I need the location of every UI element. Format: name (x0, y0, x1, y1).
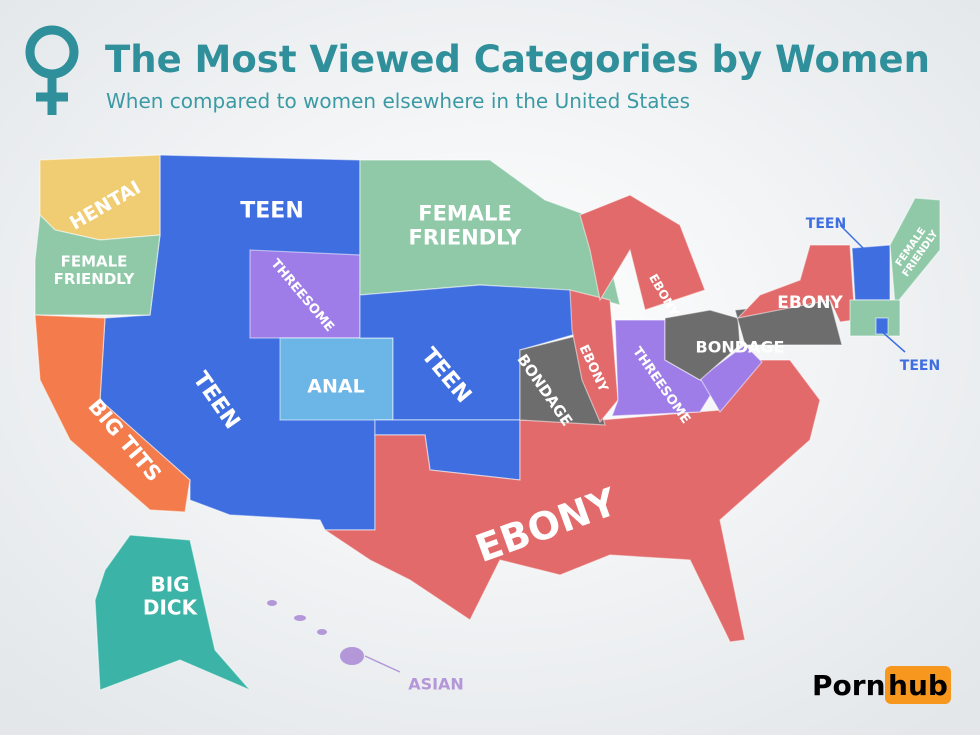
state (851, 244, 891, 301)
state (323, 359, 821, 643)
region-label: ASIAN (408, 675, 464, 694)
hawaii (267, 600, 364, 665)
region-label: TEEN (900, 358, 940, 374)
venus-icon (25, 25, 79, 115)
label-line: FRIENDLY (409, 225, 523, 249)
label-line: TEEN (240, 199, 303, 224)
state (664, 309, 741, 381)
region-label: TEEN (240, 199, 303, 224)
label-line: BIG (150, 573, 189, 597)
states (34, 154, 941, 691)
label-line: BONDAGE (696, 338, 785, 357)
label-line: FEMALE (418, 201, 512, 225)
state (875, 317, 889, 335)
region-label: BONDAGE (696, 338, 785, 357)
subtitle: When compared to women elsewhere in the … (106, 89, 690, 113)
logo-box (885, 666, 951, 704)
state (699, 344, 763, 414)
label-line: TEEN (806, 216, 846, 232)
logo: Porn hub (812, 666, 951, 704)
logo-left: Porn (812, 669, 886, 702)
region-label: ANAL (307, 376, 364, 398)
label-line: ANAL (307, 376, 364, 398)
logo-right: hub (888, 669, 948, 702)
state (849, 299, 901, 337)
callout-lines (364, 224, 906, 673)
label-line: TEEN (900, 358, 940, 374)
title: The Most Viewed Categories by Women (105, 38, 930, 81)
label-line: FEMALE (61, 253, 128, 271)
state (579, 194, 706, 311)
region-label: EBONY (777, 293, 843, 313)
label-line: EBONY (777, 293, 843, 313)
label-line: FRIENDLY (54, 270, 136, 288)
state (569, 289, 619, 424)
state (34, 213, 161, 316)
region-label: TEEN (806, 216, 846, 232)
state (34, 314, 191, 513)
label-line: DICK (143, 596, 199, 620)
state (889, 197, 941, 307)
region-label: BIG DICK (143, 573, 199, 620)
label-line: ASIAN (408, 675, 464, 694)
state (94, 534, 251, 691)
